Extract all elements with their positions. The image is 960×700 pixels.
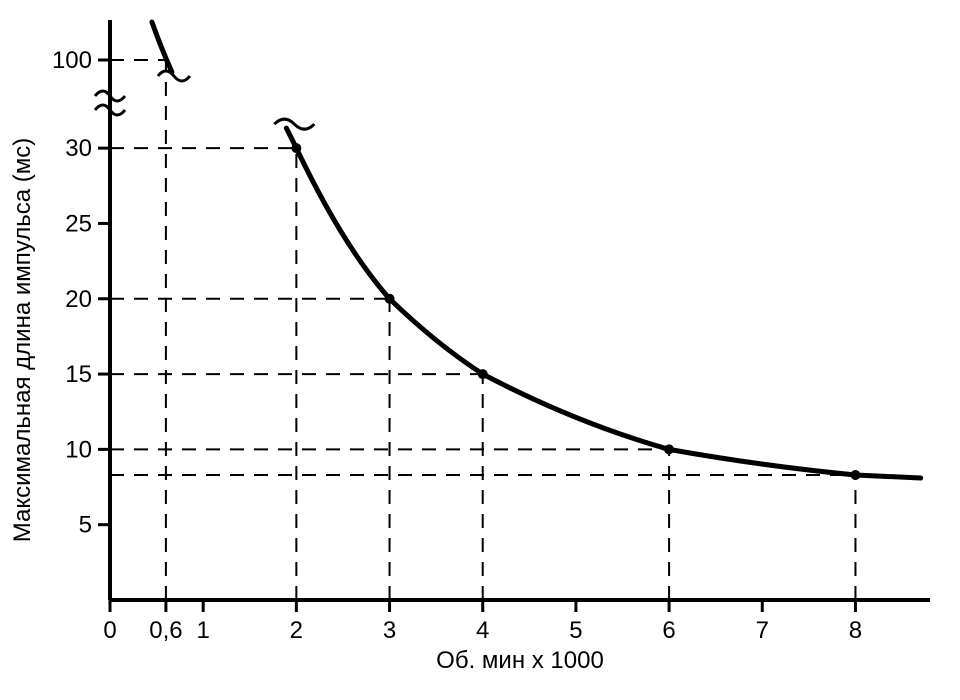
y-tick-label-upper: 100 — [52, 47, 92, 74]
data-curve — [286, 128, 920, 478]
data-point — [664, 444, 674, 454]
chart-container: 0 0,6 1 2 3 4 5 6 7 8 Об. мин x 1000 5 10 15 20 25 30 100… — [0, 0, 960, 700]
x-tick-label: 0,6 — [149, 617, 182, 644]
x-axis-label: Об. мин x 1000 — [436, 647, 604, 674]
x-tick-label: 8 — [849, 617, 862, 644]
x-tick-label: 6 — [662, 617, 675, 644]
y-tick-label: 30 — [65, 135, 92, 162]
x-tick-label: 2 — [290, 617, 303, 644]
y-tick-label: 20 — [65, 286, 92, 313]
chart-svg: 0 0,6 1 2 3 4 5 6 7 8 Об. мин x 1000 5 10 15 20 25 30 100… — [0, 0, 960, 700]
y-tick-label: 15 — [65, 361, 92, 388]
curve-break-mark — [274, 119, 314, 129]
x-tick-label: 1 — [197, 617, 210, 644]
y-tick-label: 5 — [79, 512, 92, 539]
x-tick-label: 4 — [476, 617, 489, 644]
y-tick-label: 25 — [65, 210, 92, 237]
curve-upper-stub — [152, 22, 172, 72]
y-axis-label: Максимальная длина импульса (мс) — [9, 138, 36, 542]
x-tick-label: 3 — [383, 617, 396, 644]
x-tick-label: 0 — [103, 617, 116, 644]
data-point — [478, 369, 488, 379]
x-tick-label: 7 — [756, 617, 769, 644]
data-point — [291, 143, 301, 153]
data-point — [850, 470, 860, 480]
y-tick-label: 10 — [65, 436, 92, 463]
data-point — [385, 294, 395, 304]
x-tick-label: 5 — [569, 617, 582, 644]
